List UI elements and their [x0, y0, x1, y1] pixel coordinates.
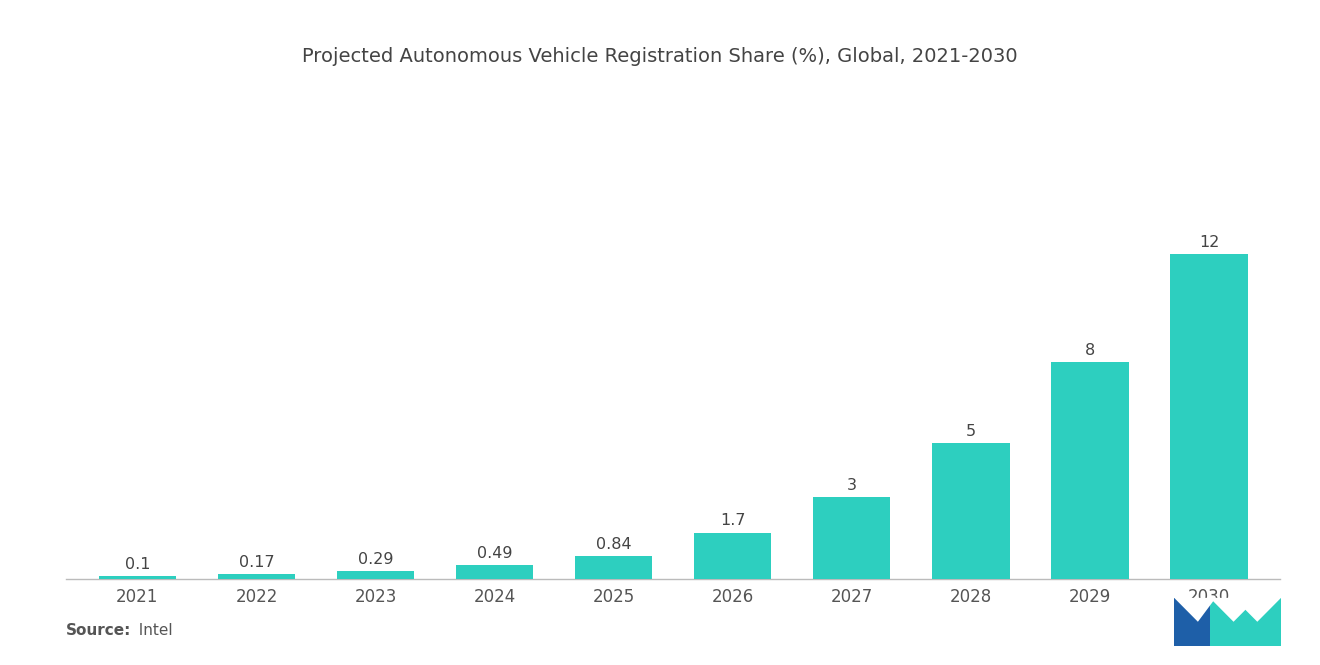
Text: Source:: Source: [66, 623, 132, 638]
Bar [455, 565, 533, 579]
Text: 0.29: 0.29 [358, 552, 393, 567]
Text: Intel: Intel [129, 623, 173, 638]
Bar [1171, 254, 1247, 579]
Text: 12: 12 [1199, 235, 1220, 250]
Polygon shape [1175, 598, 1216, 622]
Bar [218, 574, 296, 579]
Text: 5: 5 [966, 424, 975, 439]
Text: 0.1: 0.1 [124, 557, 150, 572]
Bar [694, 533, 771, 579]
Polygon shape [1233, 598, 1280, 622]
Text: 0.17: 0.17 [239, 555, 275, 570]
Text: 8: 8 [1085, 343, 1096, 358]
Polygon shape [1175, 598, 1216, 646]
Text: 0.84: 0.84 [595, 537, 631, 552]
Bar [813, 497, 891, 579]
Bar [1051, 362, 1129, 579]
Text: 1.7: 1.7 [719, 513, 746, 529]
Text: 0.49: 0.49 [477, 546, 512, 561]
Text: Projected Autonomous Vehicle Registration Share (%), Global, 2021-2030: Projected Autonomous Vehicle Registratio… [302, 47, 1018, 66]
Bar [932, 444, 1010, 579]
Bar [99, 576, 176, 579]
Polygon shape [1209, 598, 1257, 622]
Bar [576, 556, 652, 579]
Text: 3: 3 [847, 478, 857, 493]
Bar [337, 571, 414, 579]
Polygon shape [1209, 598, 1280, 646]
